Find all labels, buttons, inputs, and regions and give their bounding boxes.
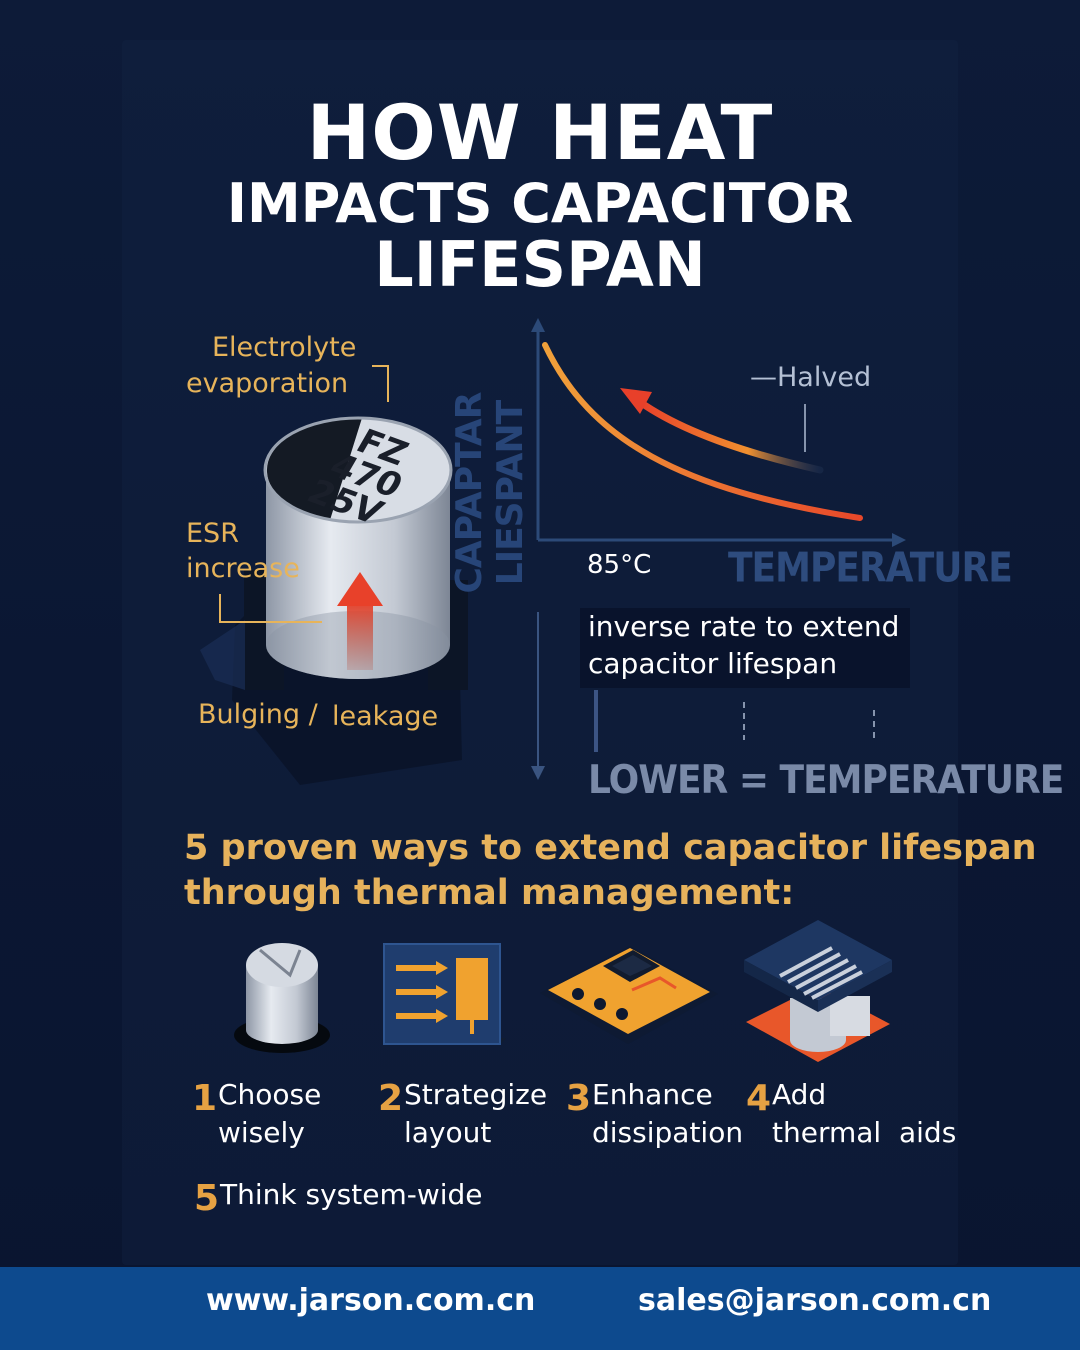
step-text: Add thermal aids [772,1078,957,1149]
step-text: Choose wisely [218,1078,322,1149]
ways-heading-line-1: 5 proven ways to extend capacitor lifesp… [184,828,1037,868]
esr-leader [219,594,322,623]
title-line-3: LIFESPAN [374,228,706,301]
electrolyte-leader [372,365,389,402]
esr-label-2: increase [186,553,300,584]
esr-label-1: ESR [186,518,239,549]
electrolyte-label-1: Electrolyte [212,332,357,363]
capacitor-illustration [200,416,468,785]
lower-temperature-label: LOWER = TEMPERATURE [588,757,1064,804]
x-axis-label: TEMPERATURE [728,544,1013,593]
capacitor-choice-icon [234,943,330,1053]
inverse-rate-box: inverse rate to extend capacitor lifespa… [580,608,910,688]
lifespan-curve [542,342,863,521]
temperature-85-label: 85°C [587,550,652,580]
step-text: Strategize layout [404,1078,548,1149]
heatsink-icon [744,920,892,1062]
website-link[interactable]: www.jarson.com.cn [206,1283,536,1318]
pcb-dissipation-icon [540,946,718,1044]
lower-temperature-chart [531,612,875,780]
title-line-2: IMPACTS CAPACITOR [226,172,854,235]
step-number: 2 [378,1078,404,1119]
title-line-1: HOW HEAT [306,88,774,177]
step-number: 1 [192,1078,218,1119]
lifespan-chart [531,318,906,547]
footer-bar [0,1267,1080,1350]
step-number: 3 [566,1078,592,1119]
inverse-line-1: inverse rate to extend [588,610,900,643]
inverse-arrow [636,398,824,474]
halved-label: —Halved [750,362,872,393]
step-number: 5 [194,1178,220,1219]
email-link[interactable]: sales@jarson.com.cn [638,1283,992,1318]
bulging-label: Bulging / [198,699,318,730]
layout-board-icon [383,943,506,1045]
y-axis-label: CAPAPTAR LIESPANT [449,392,531,594]
leakage-label: leakage [332,701,439,732]
step-text: Think system-wide [220,1178,483,1211]
step-text: Enhance dissipation [592,1078,744,1149]
ways-heading-line-2: through thermal management: [184,873,795,913]
electrolyte-label-2: evaporation [186,368,349,399]
ways-heading: 5 proven ways to extend capacitor lifesp… [184,826,1037,916]
step-number: 4 [746,1078,772,1119]
inverse-line-2: capacitor lifespan [588,647,838,680]
